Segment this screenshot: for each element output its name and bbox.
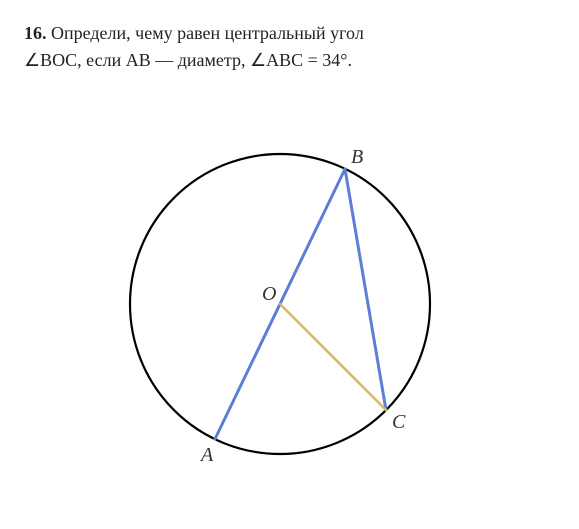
period: .: [347, 50, 352, 70]
angle-value: 34°: [322, 50, 347, 70]
angle-boc: ∠BOC: [24, 50, 77, 70]
ab-label: AB: [126, 50, 151, 70]
dash-text: — диаметр,: [151, 50, 250, 70]
point-label-A: A: [199, 444, 214, 466]
angle-abc: ∠ABC: [250, 50, 303, 70]
problem-number: 16.: [24, 23, 47, 43]
geometry-figure: O A B C: [110, 124, 470, 484]
comma-if: , если: [77, 50, 126, 70]
point-label-B: B: [351, 146, 363, 168]
figure-container: O A B C: [24, 124, 555, 484]
equals: =: [303, 50, 322, 70]
problem-statement: 16. Определи, чему равен центральный уго…: [24, 20, 555, 74]
point-label-O: O: [262, 283, 276, 305]
point-label-C: C: [392, 411, 406, 433]
problem-line1: Определи, чему равен центральный угол: [51, 23, 364, 43]
